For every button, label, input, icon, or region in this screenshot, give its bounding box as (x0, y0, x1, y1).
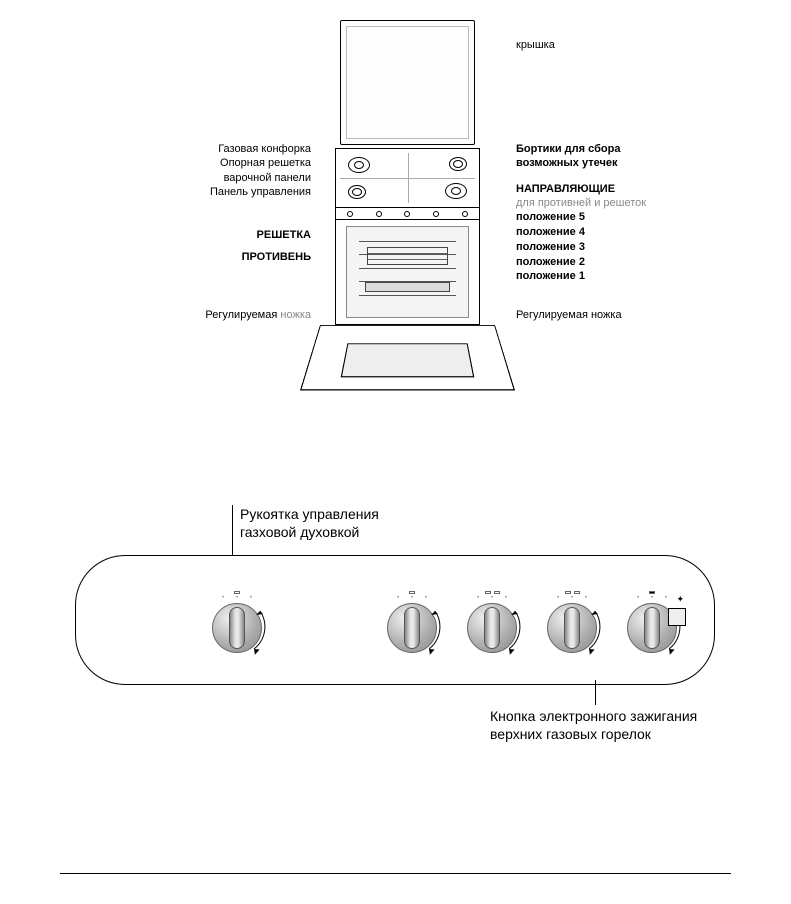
callout-line (595, 680, 596, 705)
label-oven-knob-2: газховой духовкой (240, 523, 379, 541)
ignition-button-icon (668, 608, 686, 626)
stove-lid (340, 20, 475, 145)
label-ignition-2: верхних газовых горелок (490, 725, 697, 743)
label-foot-left: Регулируемая (205, 309, 280, 321)
burner-knob: ••• (376, 591, 448, 653)
burner-icon (348, 157, 370, 173)
label-oven-knob-1: Рукоятка управления (240, 505, 379, 523)
control-panel-diagram: ••• ••• ••• ••• (75, 555, 715, 685)
burner-knob: ••• (536, 591, 608, 653)
label-grate: Опорная решетка (161, 156, 311, 170)
label-tray: ПРОТИВЕНЬ (242, 250, 311, 264)
label-pos2: положение 2 (516, 255, 585, 270)
oven-rack-icon (367, 247, 448, 265)
label-lid: крышка (516, 38, 555, 52)
label-pos5: положение 5 (516, 210, 585, 225)
burner-icon (449, 157, 467, 171)
label-hob: варочной панели (161, 171, 311, 185)
label-drip-2: возможных утечек (516, 156, 620, 170)
stove-diagram (320, 20, 495, 400)
oven-body (335, 220, 480, 325)
burner-icon (445, 183, 467, 199)
spark-icon: ✦ (676, 594, 684, 605)
burner-icon (348, 185, 366, 199)
footer-divider (60, 873, 731, 874)
label-pos1: положение 1 (516, 269, 585, 284)
oven-tray-icon (365, 282, 450, 292)
oven-knob: ••• (201, 591, 273, 653)
label-guides-title: НАПРАВЛЯЮЩИЕ (516, 182, 646, 196)
label-burner: Газовая конфорка (161, 142, 311, 156)
label-foot-left-faded: ножка (280, 309, 311, 321)
burner-knob: ••• (456, 591, 528, 653)
label-guides-sub: для противней и решеток (516, 196, 646, 210)
label-ignition-1: Кнопка электронного зажигания (490, 707, 697, 725)
label-pos4: положение 4 (516, 225, 585, 240)
stove-control-strip (335, 208, 480, 220)
stove-hob (335, 148, 480, 208)
label-foot-right: Регулируемая ножка (516, 308, 622, 322)
label-panel: Панель управления (161, 185, 311, 199)
oven-door (300, 325, 515, 390)
label-pos3: положение 3 (516, 240, 585, 255)
label-drip-1: Бортики для сбора (516, 142, 620, 156)
label-rack: РЕШЕТКА (257, 228, 311, 242)
